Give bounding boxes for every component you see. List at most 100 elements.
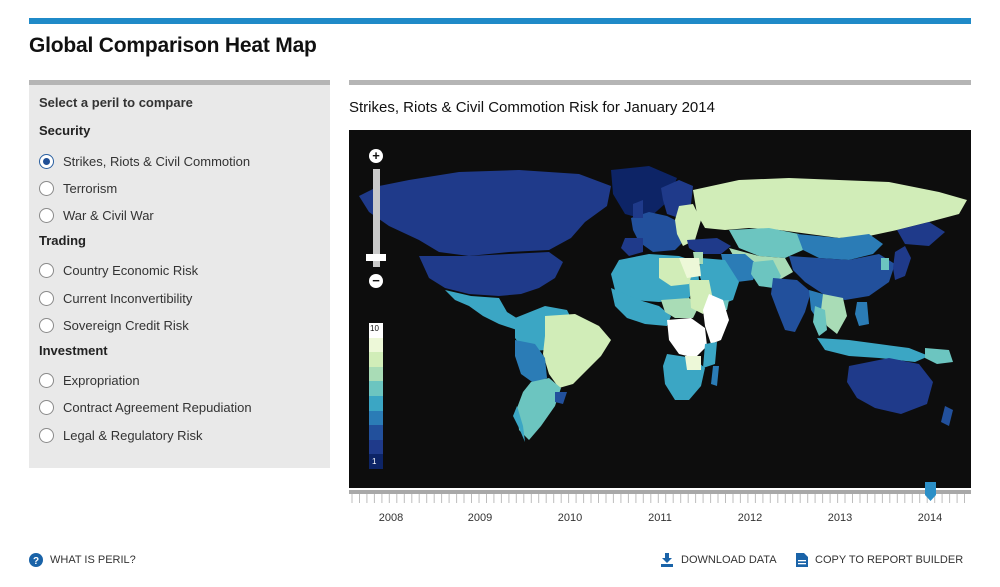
option-label: Contract Agreement Repudiation <box>63 399 252 415</box>
legend-swatch <box>369 439 383 455</box>
radio-icon[interactable] <box>39 372 54 388</box>
option-label: Sovereign Credit Risk <box>63 317 189 333</box>
region-far-east <box>897 222 945 246</box>
option-label: Current Inconvertibility <box>63 290 193 306</box>
timeline-ticks-svg <box>351 494 965 503</box>
zoom-out-button[interactable]: − <box>369 274 383 288</box>
page-title: Global Comparison Heat Map <box>29 34 317 57</box>
option-label: Country Economic Risk <box>63 262 199 278</box>
option-label: Legal & Regulatory Risk <box>63 427 203 443</box>
group-label-investment: Investment <box>39 343 108 358</box>
year-label-2012[interactable]: 2012 <box>737 512 763 524</box>
region-argentina <box>517 378 561 440</box>
year-label-2013[interactable]: 2013 <box>827 512 853 524</box>
legend-max-label: 10 <box>370 324 379 333</box>
copy-to-report-builder-label: COPY TO REPORT BUILDER <box>815 554 964 566</box>
region-mongolia-china-north <box>797 234 883 260</box>
timeline-handle[interactable] <box>925 482 936 502</box>
radio-icon[interactable] <box>39 180 54 196</box>
legend-swatch <box>369 410 383 426</box>
option-label: Expropriation <box>63 372 140 388</box>
year-label-2011[interactable]: 2011 <box>648 512 672 524</box>
option-expropriation[interactable]: Expropriation <box>39 370 140 390</box>
radio-checked-icon[interactable] <box>39 153 54 169</box>
download-icon <box>661 553 673 567</box>
zoom-slider-track[interactable] <box>373 169 380 267</box>
peril-selector-panel: Select a peril to compare Security Strik… <box>29 80 330 468</box>
option-sovereign-credit-risk[interactable]: Sovereign Credit Risk <box>39 315 189 335</box>
region-usa <box>419 252 563 296</box>
region-brazil <box>543 314 611 388</box>
option-label: Strikes, Riots & Civil Commotion <box>63 153 251 169</box>
legend-swatch <box>369 337 383 353</box>
option-contract-agreement-repudiation[interactable]: Contract Agreement Repudiation <box>39 397 252 417</box>
peril-selector-heading: Select a peril to compare <box>39 95 193 110</box>
top-accent-rule <box>29 18 971 24</box>
region-horn-of-africa <box>703 294 729 344</box>
region-turkey-caucasus <box>687 238 731 254</box>
option-label: War & Civil War <box>63 207 154 223</box>
world-map-svg[interactable] <box>349 130 971 488</box>
radio-icon[interactable] <box>39 207 54 223</box>
world-heat-map[interactable]: + − 10 1 <box>349 130 971 488</box>
legend-swatch <box>369 454 383 469</box>
region-russia <box>693 178 967 238</box>
region-iberia <box>621 238 643 256</box>
radio-icon[interactable] <box>39 290 54 306</box>
group-label-trading: Trading <box>39 233 86 248</box>
region-new-zealand <box>941 406 953 426</box>
region-indonesia <box>817 338 929 362</box>
region-kazakhstan <box>729 228 803 258</box>
copy-to-report-builder-link[interactable]: COPY TO REPORT BUILDER <box>796 553 963 567</box>
region-western-europe <box>631 212 687 252</box>
region-greenland <box>611 166 677 220</box>
map-header-rule <box>349 80 971 85</box>
year-label-2009[interactable]: 2009 <box>467 512 493 524</box>
region-australia <box>847 358 933 414</box>
zoom-slider-handle[interactable] <box>366 254 386 261</box>
year-label-2008[interactable]: 2008 <box>378 512 404 524</box>
timeline-track[interactable] <box>349 490 971 494</box>
option-country-economic-risk[interactable]: Country Economic Risk <box>39 260 198 280</box>
region-zimbabwe <box>685 356 701 370</box>
group-label-security: Security <box>39 123 91 138</box>
region-sahel <box>661 298 699 318</box>
help-icon: ? <box>29 553 43 567</box>
radio-icon[interactable] <box>39 427 54 443</box>
region-uk-ireland <box>633 200 643 218</box>
legend-swatch <box>369 425 383 440</box>
year-label-2010[interactable]: 2010 <box>557 512 583 524</box>
region-indochina <box>821 294 847 334</box>
option-war-civil-war[interactable]: War & Civil War <box>39 205 154 225</box>
region-thailand <box>813 306 827 336</box>
option-legal-regulatory-risk[interactable]: Legal & Regulatory Risk <box>39 425 202 445</box>
option-current-inconvertibility[interactable]: Current Inconvertibility <box>39 288 192 308</box>
region-egypt <box>679 258 701 278</box>
region-uruguay <box>555 392 567 404</box>
what-is-peril-link[interactable]: ? WHAT IS PERIL? <box>29 553 136 567</box>
region-canada <box>359 170 611 256</box>
download-data-label: DOWNLOAD DATA <box>681 554 777 566</box>
timeline-ticks <box>349 494 971 504</box>
legend-swatch <box>369 366 383 382</box>
region-chile-south <box>513 406 525 442</box>
region-philippines <box>855 302 869 326</box>
legend-swatch <box>369 381 383 396</box>
download-data-link[interactable]: DOWNLOAD DATA <box>660 553 777 567</box>
region-east-africa <box>703 342 717 368</box>
document-icon <box>796 553 808 567</box>
radio-icon[interactable] <box>39 317 54 333</box>
region-peru-bolivia <box>515 340 547 384</box>
what-is-peril-label: WHAT IS PERIL? <box>50 554 136 566</box>
region-india <box>771 278 811 332</box>
region-mexico <box>445 290 523 330</box>
radio-icon[interactable] <box>39 399 54 415</box>
radio-icon[interactable] <box>39 262 54 278</box>
option-terrorism[interactable]: Terrorism <box>39 178 117 198</box>
option-strikes-riots-civil-commotion[interactable]: Strikes, Riots & Civil Commotion <box>39 151 250 171</box>
zoom-in-button[interactable]: + <box>369 149 383 163</box>
svg-text:?: ? <box>33 556 39 567</box>
year-label-2014[interactable]: 2014 <box>917 512 943 524</box>
region-japan <box>893 246 911 280</box>
legend-swatch <box>369 352 383 367</box>
